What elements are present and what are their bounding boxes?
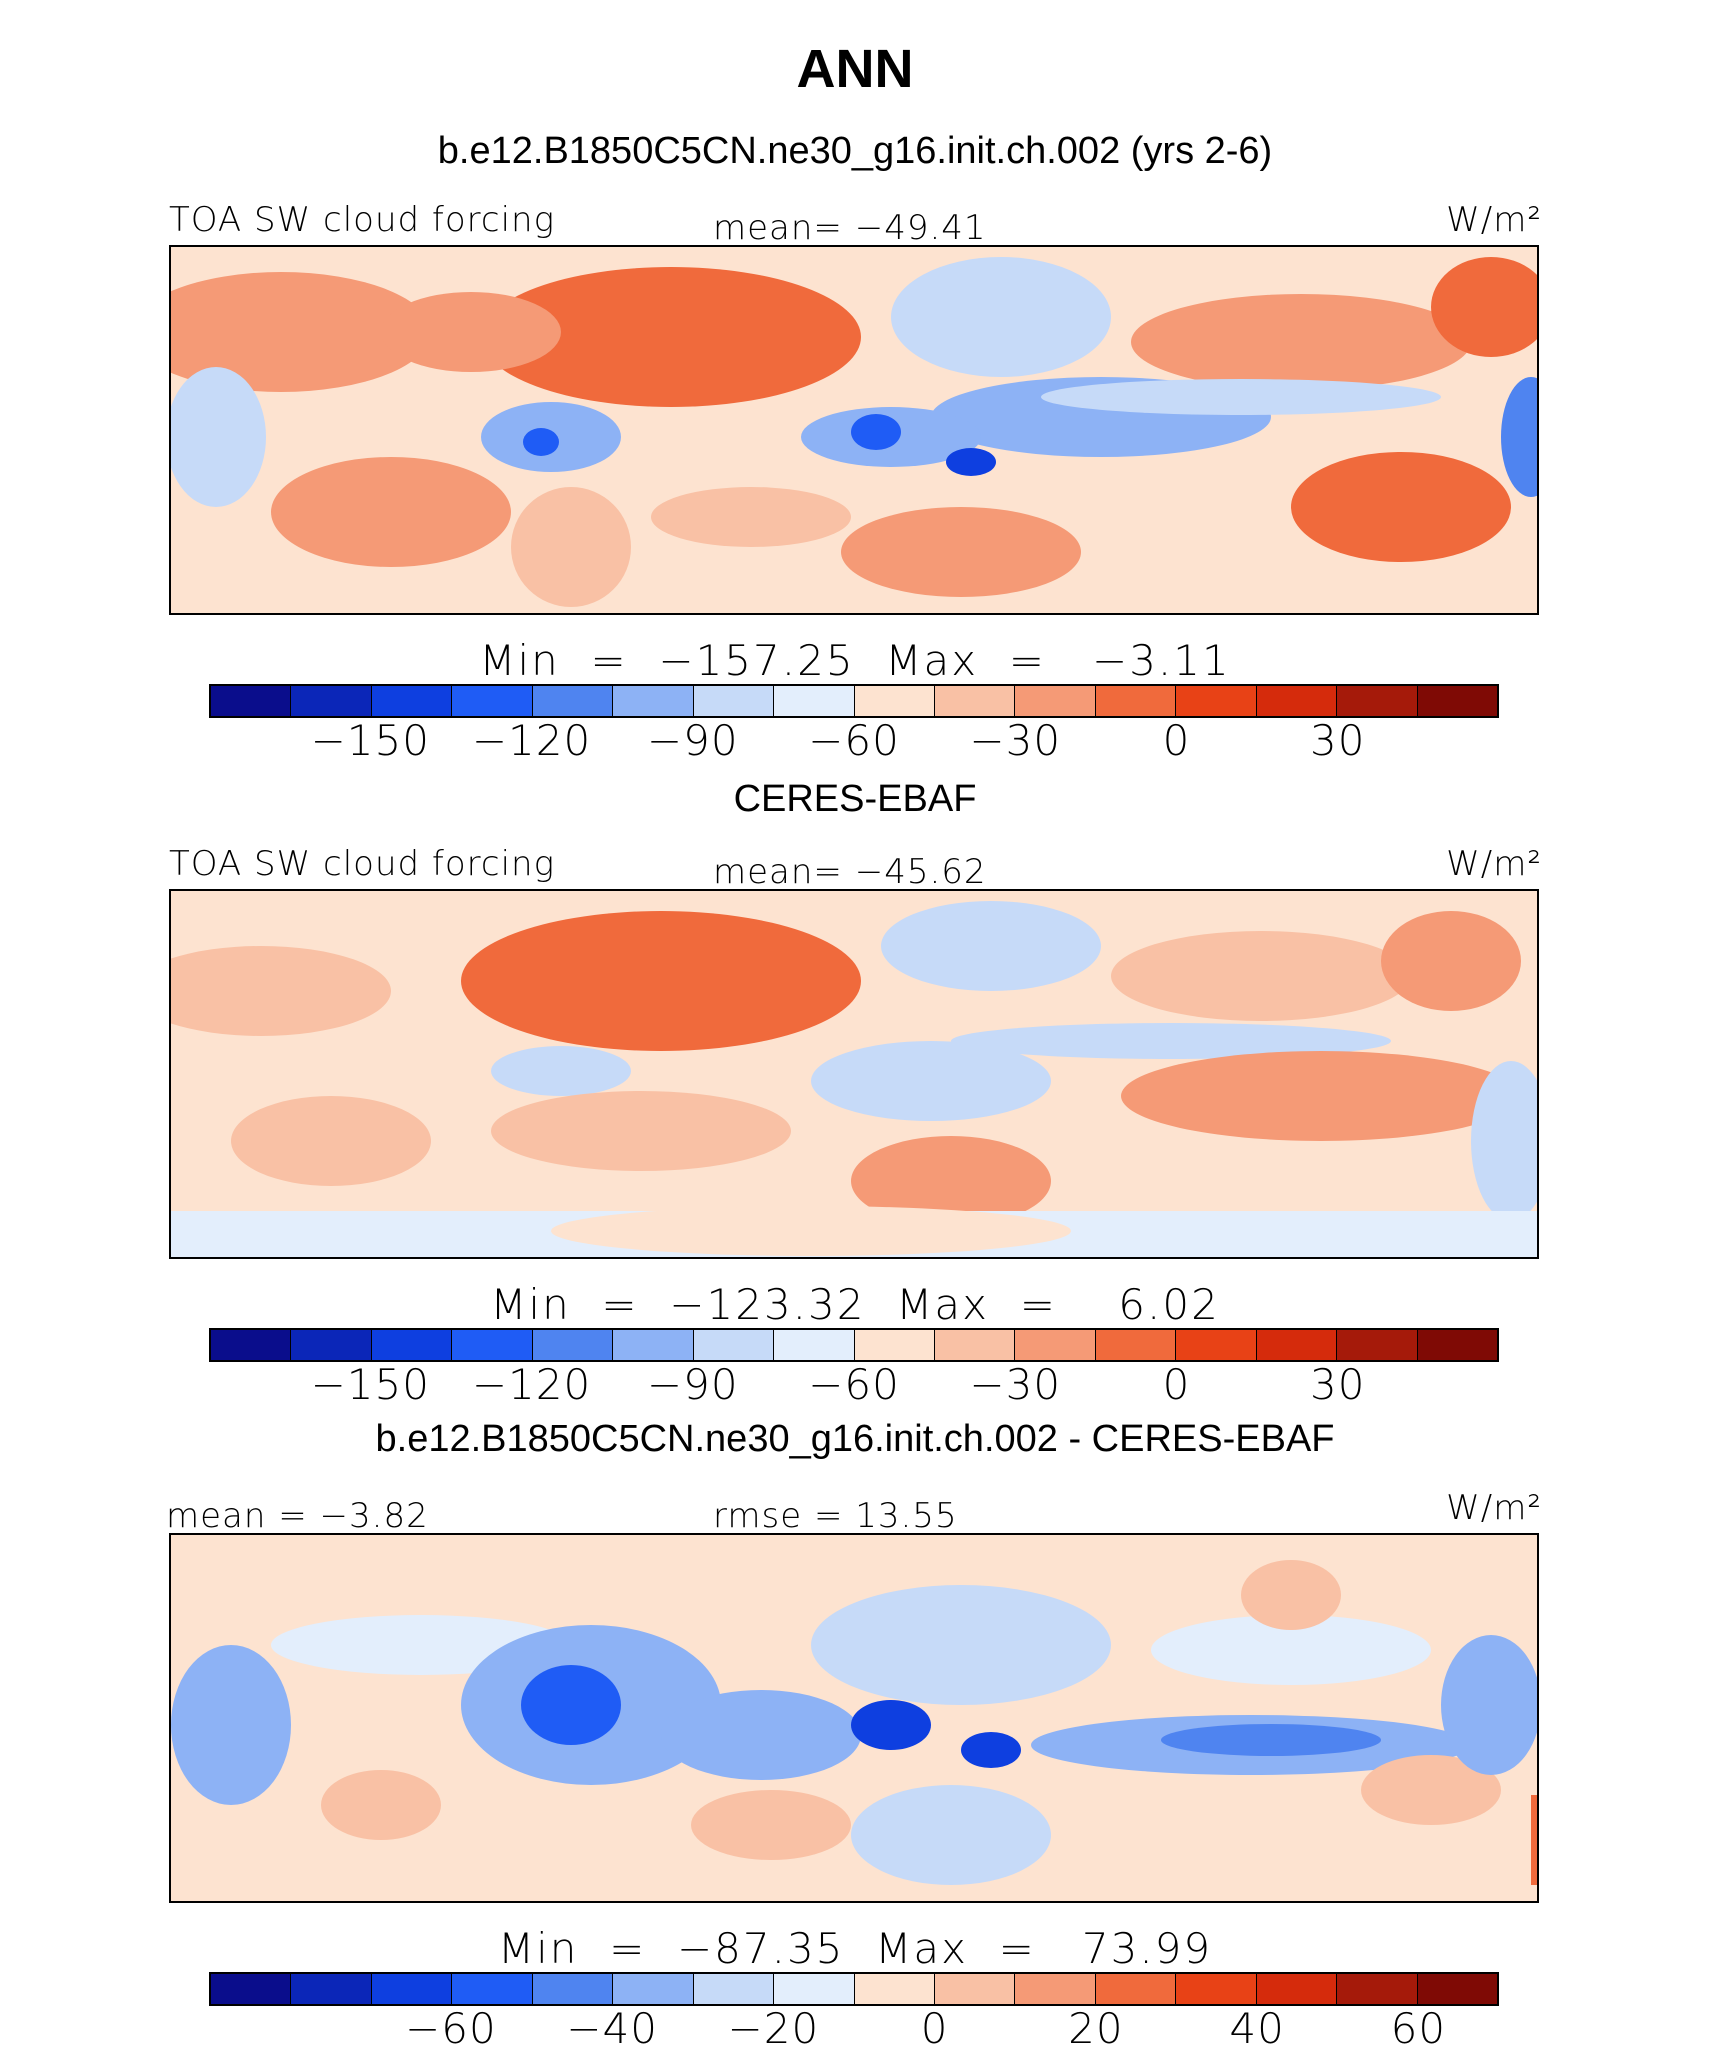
colorbar-swatch — [1256, 1330, 1338, 1360]
panel-2-mean-label: mean= −45.62 — [713, 852, 987, 892]
colorbar-swatch — [854, 1330, 935, 1360]
colorbar-swatch — [934, 1330, 1016, 1360]
colorbar-swatch — [1176, 1330, 1257, 1360]
colorbar-swatch — [371, 1330, 453, 1360]
panel-1-variable-label: TOA SW cloud forcing — [169, 200, 555, 240]
panel-3-map — [169, 1533, 1539, 1903]
colorbar-swatch — [371, 686, 453, 716]
colorbar-swatch — [613, 1974, 694, 2004]
colorbar-swatch — [613, 686, 694, 716]
colorbar-swatch — [1176, 1974, 1257, 2004]
panel-1-minmax-label: Min = −157.25 Max = −3.11 — [479, 636, 1231, 685]
panel-3-mean-label: mean = −3.82 — [166, 1496, 429, 1536]
colorbar-swatch — [452, 1330, 533, 1360]
main-title: ANN — [796, 39, 914, 99]
colorbar-swatch — [1176, 686, 1257, 716]
colorbar-tick-label: 0 — [1162, 716, 1191, 765]
colorbar-swatch — [211, 1974, 292, 2004]
colorbar-swatch — [693, 686, 775, 716]
colorbar-swatch — [1417, 1330, 1497, 1360]
colorbar-tick-label: 40 — [1229, 2004, 1285, 2053]
colorbar-swatch — [1095, 686, 1177, 716]
panel-2-colorbar-ticks: −150 −120 −90 −60 −30 0 30 — [0, 1360, 1710, 1412]
colorbar-tick-label: −60 — [808, 1360, 900, 1409]
panel-1-colorbar — [209, 684, 1499, 718]
panel-1-colorbar-ticks: −150 −120 −90 −60 −30 0 30 — [0, 716, 1710, 768]
colorbar-tick-label: −30 — [969, 1360, 1062, 1409]
colorbar-swatch — [1337, 1330, 1418, 1360]
colorbar-swatch — [693, 1974, 775, 2004]
panel-1-case-title: b.e12.B1850C5CN.ne30_g16.init.ch.002 (yr… — [437, 130, 1273, 172]
colorbar-swatch — [854, 1974, 935, 2004]
colorbar-tick-label: −30 — [969, 716, 1062, 765]
colorbar-tick-label: 60 — [1390, 2004, 1447, 2053]
panel-2-map — [169, 889, 1539, 1259]
colorbar-tick-label: −120 — [471, 716, 592, 765]
colorbar-swatch — [532, 1974, 614, 2004]
colorbar-swatch — [371, 1974, 453, 2004]
colorbar-swatch — [291, 686, 372, 716]
panel-1-map — [169, 245, 1539, 615]
panel-2-contour-field — [171, 891, 1537, 1257]
panel-1-contour-field — [171, 247, 1537, 613]
colorbar-swatch — [532, 1330, 614, 1360]
colorbar-swatch — [1095, 1974, 1177, 2004]
colorbar-swatch — [613, 1330, 694, 1360]
panel-2-case-title: CERES-EBAF — [733, 778, 977, 820]
panel-3-case-title: b.e12.B1850C5CN.ne30_g16.init.ch.002 - C… — [375, 1418, 1335, 1460]
colorbar-swatch — [774, 1330, 855, 1360]
colorbar-tick-label: 0 — [920, 2004, 949, 2053]
panel-1-units-label: W/m² — [1446, 200, 1542, 240]
colorbar-swatch — [1417, 686, 1497, 716]
colorbar-swatch — [854, 686, 935, 716]
colorbar-swatch — [934, 1974, 1016, 2004]
panel-3-minmax-label: Min = −87.35 Max = 73.99 — [497, 1924, 1213, 1973]
colorbar-swatch — [452, 1974, 533, 2004]
colorbar-swatch — [211, 1330, 292, 1360]
colorbar-tick-label: −90 — [646, 1360, 739, 1409]
panel-3-colorbar-ticks: −60 −40 −20 0 20 40 60 — [0, 2004, 1710, 2056]
colorbar-swatch — [1337, 686, 1418, 716]
colorbar-tick-label: −90 — [646, 716, 739, 765]
panel-3-contour-field — [171, 1535, 1537, 1901]
colorbar-tick-label: 30 — [1310, 716, 1366, 765]
colorbar-swatch — [291, 1974, 372, 2004]
colorbar-swatch — [934, 686, 1016, 716]
colorbar-tick-label: −150 — [310, 1360, 430, 1409]
colorbar-tick-label: −60 — [405, 2004, 497, 2053]
colorbar-tick-label: 0 — [1162, 1360, 1191, 1409]
colorbar-swatch — [774, 1974, 855, 2004]
panel-2-minmax-label: Min = −123.32 Max = 6.02 — [490, 1280, 1220, 1329]
colorbar-swatch — [1015, 1330, 1096, 1360]
panel-3-rmse-label: rmse = 13.55 — [713, 1496, 958, 1536]
panel-3-units-label: W/m² — [1446, 1488, 1542, 1528]
panel-2-variable-label: TOA SW cloud forcing — [169, 844, 555, 884]
colorbar-swatch — [1417, 1974, 1497, 2004]
colorbar-swatch — [1015, 1974, 1096, 2004]
panel-2-units-label: W/m² — [1446, 844, 1542, 884]
colorbar-swatch — [532, 686, 614, 716]
colorbar-swatch — [291, 1330, 372, 1360]
panel-2-colorbar — [209, 1328, 1499, 1362]
colorbar-tick-label: −120 — [471, 1360, 592, 1409]
colorbar-tick-label: 20 — [1068, 2004, 1124, 2053]
colorbar-swatch — [1337, 1974, 1418, 2004]
colorbar-swatch — [452, 686, 533, 716]
colorbar-swatch — [1256, 686, 1338, 716]
colorbar-swatch — [1095, 1330, 1177, 1360]
colorbar-tick-label: −150 — [310, 716, 430, 765]
colorbar-tick-label: −60 — [808, 716, 900, 765]
colorbar-swatch — [1015, 686, 1096, 716]
colorbar-tick-label: −20 — [727, 2004, 820, 2053]
colorbar-tick-label: −40 — [566, 2004, 658, 2053]
colorbar-swatch — [1256, 1974, 1338, 2004]
colorbar-tick-label: 30 — [1310, 1360, 1366, 1409]
panel-3-colorbar — [209, 1972, 1499, 2006]
colorbar-swatch — [693, 1330, 775, 1360]
colorbar-swatch — [211, 686, 292, 716]
colorbar-swatch — [774, 686, 855, 716]
panel-1-mean-label: mean= −49.41 — [713, 208, 987, 248]
